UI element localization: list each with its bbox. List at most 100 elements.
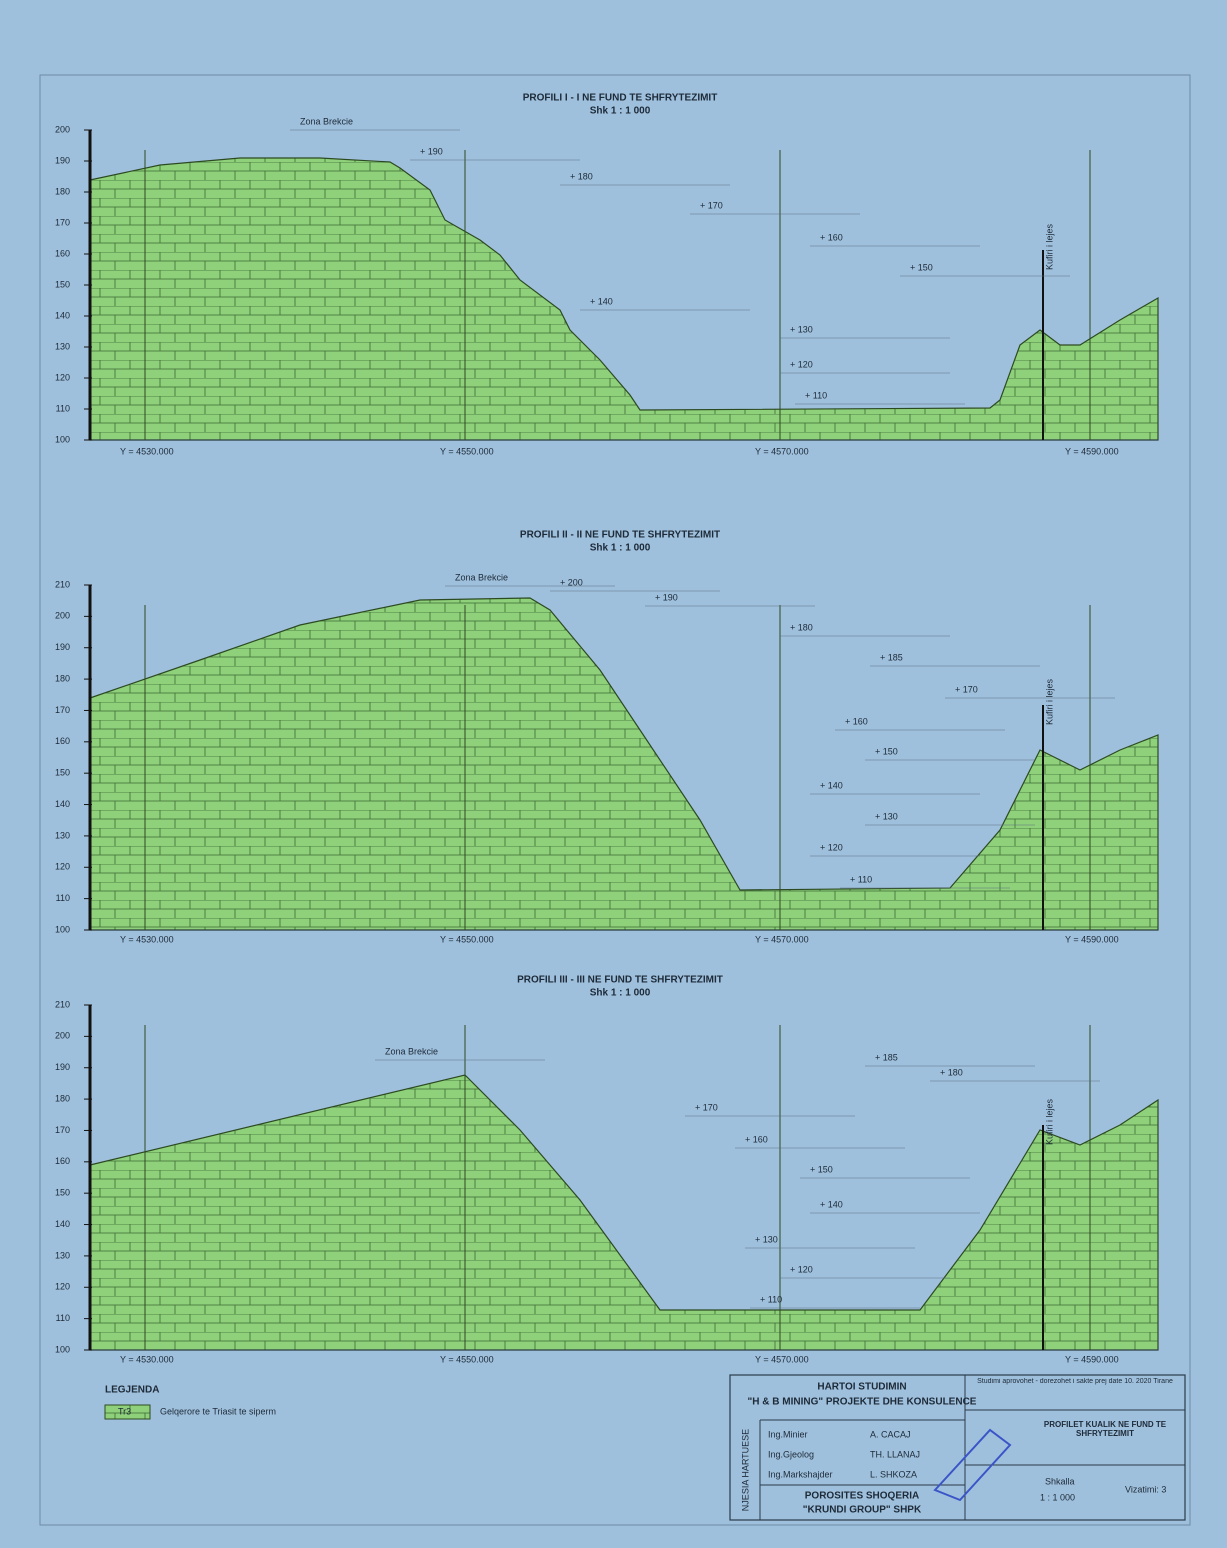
tb-company: "H & B MINING" PROJEKTE DHE KONSULENCE — [748, 1397, 977, 1408]
elevation-annotation: + 160 — [845, 716, 868, 726]
elevation-label: 180 — [55, 186, 70, 196]
tb-sheet: Vizatimi: 3 — [1125, 1484, 1166, 1494]
elevation-label: 200 — [55, 1031, 70, 1041]
elevation-annotation: + 180 — [940, 1067, 963, 1077]
elevation-label: 160 — [55, 248, 70, 258]
station-label: Y = 4570.000 — [755, 446, 809, 456]
tb-drawing-title: PROFILET KUALIK NE FUND TE SHFRYTEZIMIT — [1043, 1420, 1167, 1438]
tb-scale-label: Shkalla — [1045, 1476, 1075, 1486]
elevation-label: 170 — [55, 217, 70, 227]
profile-title: PROFILI II - II NE FUND TE SHFRYTEZIMIT — [520, 530, 720, 541]
elevation-label: 180 — [55, 1093, 70, 1103]
sheet-border — [39, 74, 1191, 1526]
tb-drawing-title-box: PROFILET KUALIK NE FUND TE SHFRYTEZIMIT — [1043, 1420, 1167, 1438]
profile-scale: Shk 1 : 1 000 — [590, 543, 651, 554]
elevation-label: 150 — [55, 279, 70, 289]
elevation-annotation: + 110 — [760, 1294, 782, 1304]
elevation-annotation: + 180 — [790, 622, 813, 632]
profile-title: PROFILI III - III NE FUND TE SHFRYTEZIMI… — [517, 975, 723, 986]
elevation-label: 140 — [55, 799, 70, 809]
station-label: Y = 4550.000 — [440, 1354, 494, 1364]
elevation-annotation: + 150 — [875, 746, 898, 756]
title-block — [729, 1374, 1186, 1521]
elevation-annotation: + 130 — [875, 811, 898, 821]
station-label: Y = 4590.000 — [1065, 446, 1119, 456]
tb-name: A. CACAJ — [870, 1429, 911, 1439]
elevation-label: 120 — [55, 372, 70, 382]
elevation-label: 160 — [55, 1156, 70, 1166]
station-label: Y = 4570.000 — [755, 1354, 809, 1364]
elevation-label: 170 — [55, 1125, 70, 1135]
station-label: Y = 4550.000 — [440, 934, 494, 944]
elevation-label: 100 — [55, 434, 70, 444]
tb-note-box: Studimi aprovohet - dorezohet i sakte pr… — [977, 1378, 1173, 1385]
tb-client-label: POROSITES SHOQERIA — [805, 1491, 919, 1502]
profile-terrain — [89, 597, 1159, 931]
elevation-annotation: + 185 — [875, 1052, 898, 1062]
station-label: Y = 4590.000 — [1065, 1354, 1119, 1364]
profile-scale: Shk 1 : 1 000 — [590, 988, 651, 999]
elevation-annotation: + 170 — [695, 1102, 718, 1112]
elevation-label: 130 — [55, 341, 70, 351]
elevation-annotation: + 180 — [570, 171, 593, 181]
legend-title: LEGJENDA — [105, 1385, 159, 1396]
tb-note: Studimi aprovohet - dorezohet i sakte pr… — [977, 1378, 1173, 1385]
elevation-annotation: + 130 — [790, 324, 813, 334]
elevation-annotation: + 150 — [910, 262, 933, 272]
station-label: Y = 4530.000 — [120, 1354, 174, 1364]
tb-side-label: NJESIA HARTUESE — [740, 1429, 750, 1511]
elevation-annotation: + 150 — [810, 1164, 833, 1174]
elevation-label: 110 — [56, 403, 70, 413]
tb-role: Ing.Gjeolog — [768, 1449, 814, 1459]
legend-symbol: Tr3 — [118, 1406, 131, 1416]
elevation-label: 150 — [55, 1188, 70, 1198]
boundary-label: Kufiri i lejes — [1044, 678, 1054, 725]
elevation-label: 120 — [55, 1282, 70, 1292]
elevation-label: 160 — [55, 736, 70, 746]
tb-client: "KRUNDI GROUP" SHPK — [803, 1505, 922, 1516]
elevation-annotation: Zona Brekcie — [455, 572, 508, 582]
station-label: Y = 4550.000 — [440, 446, 494, 456]
elevation-label: 100 — [55, 924, 70, 934]
elevation-label: 130 — [55, 1250, 70, 1260]
elevation-annotation: + 120 — [820, 842, 843, 852]
elevation-annotation: + 160 — [820, 232, 843, 242]
station-label: Y = 4570.000 — [755, 934, 809, 944]
elevation-label: 180 — [55, 673, 70, 683]
elevation-label: 190 — [55, 155, 70, 165]
elevation-label: 170 — [55, 705, 70, 715]
boundary-label: Kufiri i lejes — [1044, 1098, 1054, 1145]
tb-name: TH. LLANAJ — [870, 1449, 920, 1459]
elevation-label: 210 — [55, 579, 70, 589]
station-label: Y = 4530.000 — [120, 446, 174, 456]
tb-role: Ing.Markshajder — [768, 1469, 833, 1479]
elevation-annotation: + 110 — [850, 874, 872, 884]
profile-scale: Shk 1 : 1 000 — [590, 106, 651, 117]
elevation-annotation: + 110 — [805, 390, 827, 400]
elevation-label: 110 — [56, 893, 70, 903]
elevation-label: 150 — [55, 768, 70, 778]
elevation-annotation: + 170 — [955, 684, 978, 694]
station-label: Y = 4530.000 — [120, 934, 174, 944]
elevation-label: 140 — [55, 1219, 70, 1229]
elevation-annotation: + 140 — [590, 296, 613, 306]
station-label: Y = 4590.000 — [1065, 934, 1119, 944]
elevation-label: 100 — [55, 1344, 70, 1354]
tb-scale: 1 : 1 000 — [1040, 1492, 1075, 1502]
elevation-label: 190 — [55, 642, 70, 652]
elevation-label: 120 — [55, 862, 70, 872]
stamp — [933, 1428, 1012, 1502]
elevation-annotation: + 120 — [790, 1264, 813, 1274]
tb-role: Ing.Minier — [768, 1429, 808, 1439]
elevation-label: 130 — [55, 830, 70, 840]
tb-name: L. SHKOZA — [870, 1469, 917, 1479]
title-block-frame — [729, 1374, 1186, 1521]
elevation-annotation: Zona Brekcie — [385, 1046, 438, 1056]
profile-terrain — [89, 157, 1159, 441]
profile-terrain — [89, 1074, 1159, 1351]
elevation-annotation: + 170 — [700, 200, 723, 210]
elevation-label: 200 — [55, 611, 70, 621]
legend-description: Gelqerore te Triasit te siperm — [160, 1406, 276, 1416]
elevation-annotation: + 185 — [880, 652, 903, 662]
elevation-label: 200 — [55, 124, 70, 134]
